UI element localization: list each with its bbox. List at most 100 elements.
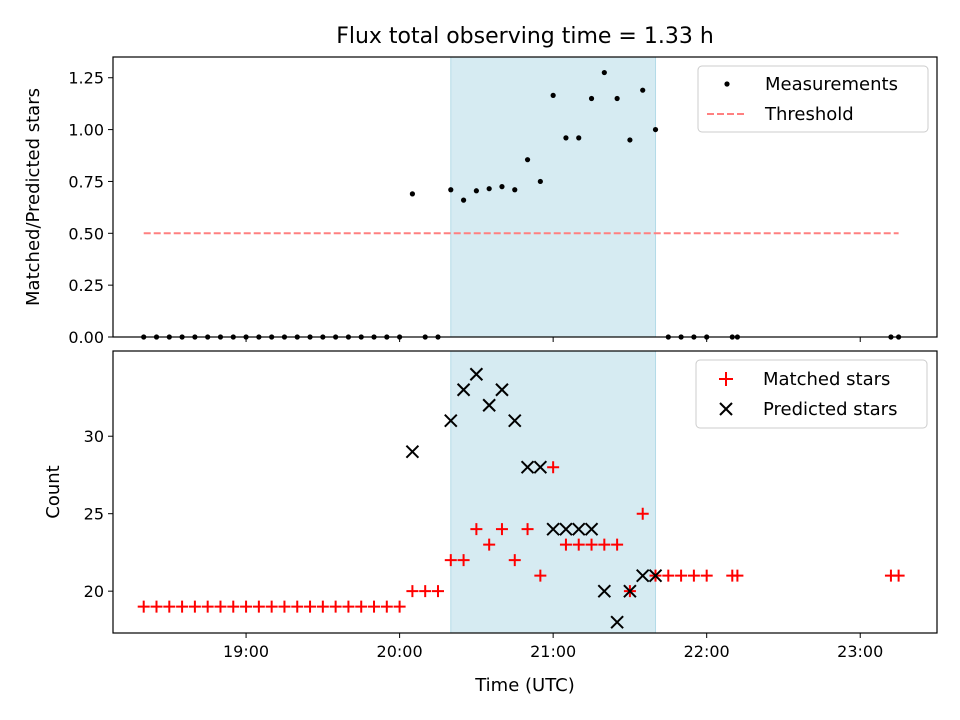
bottom-legend-box: [695, 359, 928, 429]
matched-stars-point: [547, 461, 560, 474]
matched-stars-point: [585, 538, 598, 551]
matched-stars-point: [598, 538, 611, 551]
top-panel: 0.00 0.25 0.50 0.75 1.00 1.25 Matched/Predict…: [23, 56, 938, 347]
bottom-panel: 20 25 30 19:00 20:00 21:00 22:00 23:00 Count Ti…: [43, 350, 938, 696]
top-legend-box: [697, 65, 929, 133]
y-tick-label: 1.00: [68, 121, 104, 140]
matched-stars-point: [731, 569, 744, 582]
matched-stars-point: [188, 600, 201, 613]
predicted-stars-point: [482, 398, 496, 412]
measurement-point: [486, 186, 492, 192]
measurement-point: [550, 92, 556, 98]
matched-stars-point: [419, 585, 432, 598]
matched-stars-point: [687, 569, 700, 582]
legend-label-measurements: Measurements: [765, 74, 898, 95]
legend-marker-predicted-stars: [719, 402, 733, 416]
matched-stars-point: [431, 585, 444, 598]
matched-stars-point: [393, 600, 406, 613]
y-tick-label: 25: [84, 505, 104, 524]
measurement-point: [614, 95, 620, 102]
top-highlight-span: [450, 56, 657, 338]
measurement-point: [652, 126, 659, 133]
matched-stars-point: [355, 600, 368, 613]
bottom-plot-frame: [112, 350, 938, 634]
matched-stars-point: [368, 600, 381, 613]
y-tick-label: 0.00: [68, 328, 104, 347]
x-tick-label: 19:00: [223, 642, 269, 661]
predicted-stars-point: [597, 584, 612, 598]
matched-stars-point: [483, 538, 496, 551]
chart-title: Flux total observing time = 1.33 h: [336, 24, 714, 49]
matched-stars-point: [291, 600, 304, 613]
predicted-stars-point: [508, 414, 522, 428]
matched-stars-point: [176, 600, 189, 613]
predicted-stars-point: [546, 522, 560, 536]
top-ticks: 0.00 0.25 0.50 0.75 1.00 1.25: [68, 69, 861, 347]
matched-stars-point: [304, 600, 317, 613]
x-axis-label: Time (UTC): [474, 675, 575, 696]
matched-stars-point: [611, 538, 624, 551]
matched-stars-point: [201, 600, 214, 613]
legend-marker-matched-stars: [719, 372, 733, 386]
measurement-point: [524, 157, 531, 163]
matched-stars-point: [380, 600, 393, 613]
y-tick-label: 0.25: [68, 276, 104, 295]
measurement-point: [460, 197, 467, 203]
x-tick-label: 21:00: [530, 642, 576, 661]
bottom-marks: [137, 367, 905, 629]
matched-stars-point: [329, 600, 342, 613]
matched-stars-point: [316, 600, 329, 613]
y-tick-label: 0.75: [68, 172, 104, 191]
legend-label-predicted-stars: Predicted stars: [763, 399, 897, 420]
matched-stars-point: [278, 600, 291, 613]
x-tick-label: 23:00: [837, 642, 883, 661]
matched-stars-point: [457, 554, 470, 567]
matched-stars-point: [508, 554, 521, 567]
y-tick-label: 0.50: [68, 224, 104, 243]
matched-stars-point: [700, 569, 713, 582]
measurement-point: [640, 87, 646, 93]
matched-stars-point: [495, 523, 508, 536]
bottom-ticks: 20 25 30 19:00 20:00 21:00 22:00 23:00: [84, 427, 884, 661]
legend-label-matched-stars: Matched stars: [763, 369, 890, 390]
matched-stars-point: [636, 507, 649, 520]
measurement-point: [563, 135, 569, 141]
matched-stars-point: [252, 600, 265, 613]
legend-label-threshold: Threshold: [764, 104, 854, 125]
predicted-stars-point: [584, 522, 599, 536]
top-y-axis-label: Matched/Predicted stars: [23, 88, 44, 306]
bottom-highlight-span: [450, 350, 657, 634]
bottom-y-axis-label: Count: [43, 465, 64, 518]
legend-marker-measurements: [724, 81, 730, 87]
predicted-stars-point: [559, 522, 573, 536]
matched-stars-point: [444, 554, 457, 567]
matched-stars-point: [150, 600, 163, 613]
bottom-legend: Matched stars Predicted stars: [695, 359, 928, 429]
predicted-stars-point: [533, 460, 548, 474]
measurement-point: [588, 95, 595, 102]
predicted-stars-point: [520, 460, 535, 474]
predicted-stars-point: [623, 584, 637, 598]
matched-stars-point: [406, 585, 419, 598]
matched-stars-point: [214, 600, 227, 613]
matched-stars-point: [265, 600, 278, 613]
measurement-point: [627, 137, 633, 143]
predicted-stars-point: [405, 445, 420, 459]
predicted-stars-point: [610, 615, 624, 629]
y-tick-label: 1.25: [68, 69, 104, 88]
matched-stars-point: [163, 600, 176, 613]
matched-stars-point: [227, 600, 240, 613]
matched-stars-point: [662, 569, 675, 582]
predicted-stars-point: [469, 367, 484, 381]
matched-stars-point: [521, 523, 534, 536]
matched-stars-point: [137, 600, 150, 613]
matched-stars-point: [240, 600, 253, 613]
matched-stars-point: [572, 538, 585, 551]
top-plot-frame: [112, 56, 938, 338]
predicted-stars-point: [456, 383, 471, 397]
x-tick-label: 22:00: [684, 642, 730, 661]
measurement-point: [537, 178, 543, 185]
predicted-stars-point: [572, 522, 586, 536]
measurement-point: [448, 187, 454, 193]
